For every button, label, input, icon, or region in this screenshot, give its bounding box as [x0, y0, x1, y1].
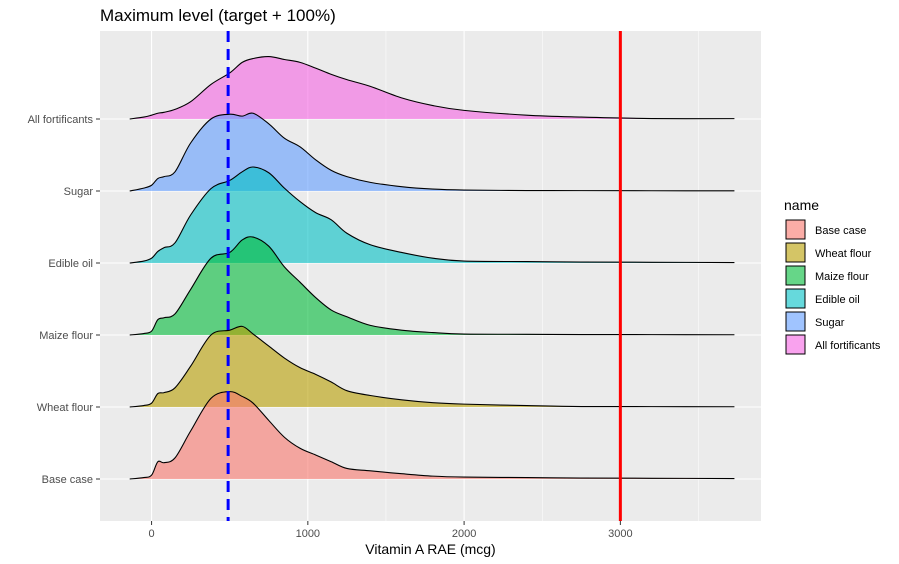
legend: name Base case Wheat flour Maize flour Edib… — [784, 197, 881, 355]
chart-title: Maximum level (target + 100%) — [100, 6, 336, 25]
legend-swatch — [785, 242, 806, 263]
x-tick-label: 0 — [149, 528, 155, 540]
legend-swatch — [785, 219, 806, 240]
legend-label: All fortificants — [815, 340, 881, 352]
reference-lines — [226, 31, 622, 521]
y-tick-label: All fortificants — [28, 114, 94, 126]
ridge-area-wheat-flour — [129, 326, 735, 407]
ridge-line-base-case — [129, 391, 735, 480]
x-tick-label: 3000 — [608, 528, 632, 540]
y-tick-label: Base case — [42, 474, 93, 486]
legend-swatch — [785, 288, 806, 309]
legend-label: Edible oil — [815, 294, 860, 306]
legend-swatch — [785, 265, 806, 286]
legend-swatch — [785, 334, 806, 355]
y-tick-label: Sugar — [64, 186, 94, 198]
ridge-line-edible-oil — [129, 166, 735, 264]
ridge-area-maize-flour — [129, 236, 735, 335]
y-tick-label: Maize flour — [39, 330, 93, 342]
y-axis: Base case Wheat flour Maize flour Edible oi… — [28, 114, 100, 486]
y-tick-label: Edible oil — [48, 258, 93, 270]
legend-label: Maize flour — [815, 271, 869, 283]
ridge-area-sugar — [129, 112, 735, 191]
ridge-area-all-fortificants — [129, 56, 735, 119]
ridge-area-base-case — [129, 391, 735, 479]
ridge-line-sugar — [129, 112, 735, 192]
ridge-layer — [129, 56, 735, 480]
x-tick-label: 2000 — [452, 528, 476, 540]
legend-label: Base case — [815, 225, 866, 237]
legend-label: Sugar — [815, 317, 845, 329]
y-tick-label: Wheat flour — [37, 402, 94, 414]
x-axis: 0 1000 2000 3000 — [149, 521, 633, 540]
legend-title: name — [784, 197, 819, 213]
ridge-line-all-fortificants — [129, 56, 735, 120]
x-axis-title: Vitamin A RAE (mcg) — [365, 541, 495, 557]
x-tick-label: 1000 — [296, 528, 320, 540]
legend-label: Wheat flour — [815, 248, 872, 260]
ridge-line-wheat-flour — [129, 325, 735, 408]
legend-swatch — [785, 311, 806, 332]
ridge-area-edible-oil — [129, 166, 735, 263]
ridge-line-maize-flour — [129, 236, 735, 336]
